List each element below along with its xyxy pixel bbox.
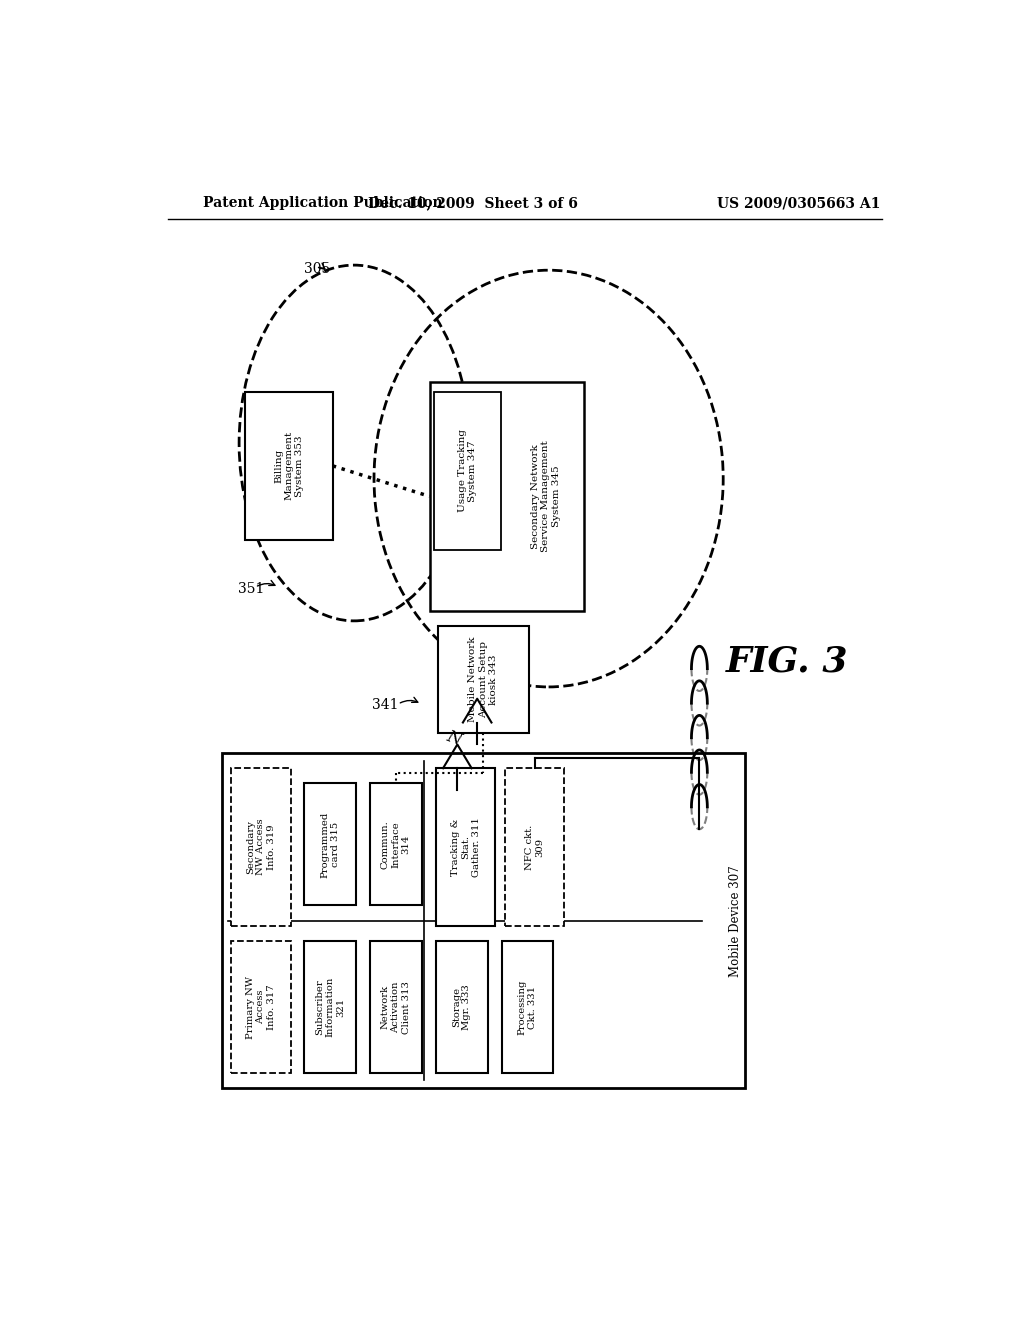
FancyBboxPatch shape (436, 941, 487, 1073)
Text: Primary NW
Access
Info. 317: Primary NW Access Info. 317 (246, 975, 275, 1039)
FancyBboxPatch shape (231, 941, 291, 1073)
FancyBboxPatch shape (505, 768, 564, 925)
Text: Secondary
NW Access
Info. 319: Secondary NW Access Info. 319 (246, 818, 275, 875)
Text: 305: 305 (304, 263, 331, 276)
FancyBboxPatch shape (430, 381, 585, 611)
Text: N: N (443, 727, 463, 748)
Text: Commun.
Interface
314: Commun. Interface 314 (381, 820, 411, 869)
Text: Mobile Network
Account Setup
kiosk 343: Mobile Network Account Setup kiosk 343 (468, 636, 498, 722)
Text: US 2009/0305663 A1: US 2009/0305663 A1 (717, 197, 881, 210)
FancyBboxPatch shape (304, 941, 355, 1073)
FancyBboxPatch shape (231, 768, 291, 925)
Text: Usage Tracking
System 347: Usage Tracking System 347 (458, 429, 477, 512)
Text: Dec. 10, 2009  Sheet 3 of 6: Dec. 10, 2009 Sheet 3 of 6 (369, 197, 579, 210)
FancyBboxPatch shape (437, 626, 528, 733)
Text: Mobile Device 307: Mobile Device 307 (729, 865, 742, 977)
Text: 341: 341 (373, 698, 399, 713)
FancyBboxPatch shape (221, 752, 745, 1089)
FancyBboxPatch shape (370, 941, 422, 1073)
FancyBboxPatch shape (502, 941, 553, 1073)
FancyBboxPatch shape (370, 784, 422, 906)
Text: Processing
Ckt. 331: Processing Ckt. 331 (518, 979, 538, 1035)
FancyBboxPatch shape (246, 392, 333, 540)
Text: NFC ckt.
309: NFC ckt. 309 (525, 825, 545, 870)
Text: Patent Application Publication: Patent Application Publication (204, 197, 443, 210)
FancyBboxPatch shape (433, 392, 501, 549)
FancyBboxPatch shape (304, 784, 355, 906)
Text: Programmed
card 315: Programmed card 315 (321, 812, 340, 878)
Text: Billing
Management
System 353: Billing Management System 353 (274, 432, 304, 500)
Text: Tracking &
Stat.
Gather. 311: Tracking & Stat. Gather. 311 (451, 817, 480, 876)
FancyBboxPatch shape (436, 768, 496, 925)
Text: Network
Activation
Client 313: Network Activation Client 313 (381, 981, 411, 1034)
Text: Storage
Mgr. 333: Storage Mgr. 333 (452, 985, 471, 1030)
Text: FIG. 3: FIG. 3 (725, 644, 848, 678)
Text: Subscriber
Information
321: Subscriber Information 321 (315, 977, 345, 1038)
Text: 351: 351 (238, 582, 264, 597)
Text: Secondary Network
Service Management
System 345: Secondary Network Service Management Sys… (530, 441, 560, 552)
